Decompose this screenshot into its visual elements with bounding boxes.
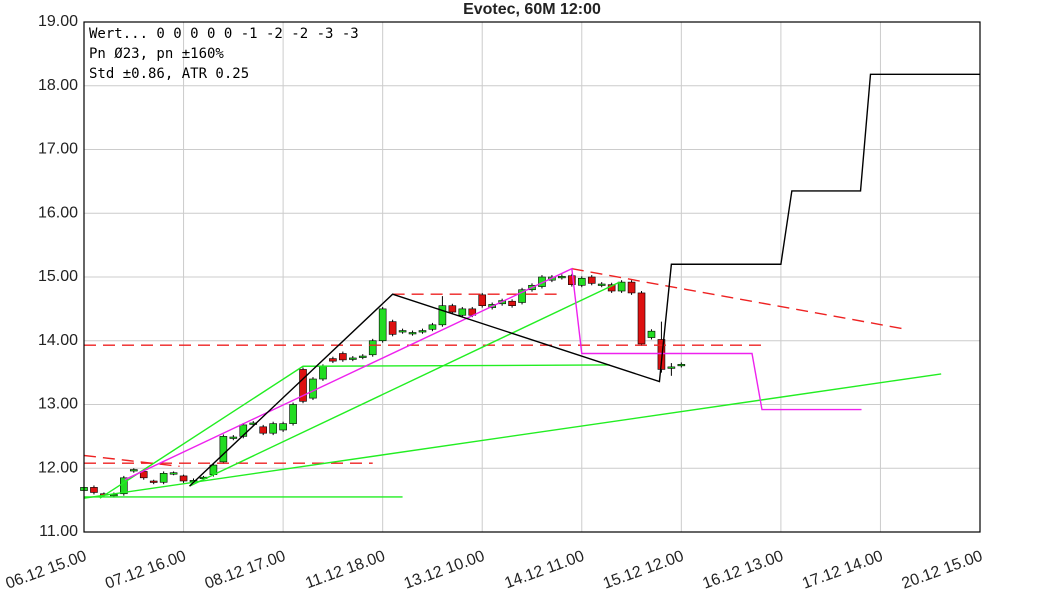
candle-body <box>329 358 337 362</box>
candle-body <box>229 436 238 439</box>
y-tick-label: 18.00 <box>38 77 78 94</box>
y-tick-label: 14.00 <box>38 332 78 349</box>
overlay-line <box>83 373 942 499</box>
candle-body <box>438 305 447 326</box>
candle-body <box>478 294 487 306</box>
x-tick-label: 07.12 16.00 <box>103 548 188 591</box>
overlay-line <box>83 454 180 468</box>
candle-body <box>309 378 317 399</box>
candle-body <box>418 330 427 333</box>
y-tick-label: 15.00 <box>38 268 78 285</box>
candle-body <box>169 472 178 475</box>
candle-body <box>358 355 367 358</box>
candle-body <box>348 357 357 360</box>
candle-body <box>597 283 606 286</box>
info-line: Wert... 0 0 0 0 0 -1 -2 -2 -3 -3 <box>89 26 359 42</box>
x-tick-label: 14.12 11.00 <box>502 548 586 591</box>
y-tick-label: 17.00 <box>38 141 78 158</box>
candle-body <box>149 480 158 483</box>
candle-body <box>388 321 397 335</box>
plot <box>80 73 980 499</box>
candle-body <box>120 477 128 495</box>
candle-body <box>508 300 516 306</box>
candle-body <box>259 426 268 434</box>
candle-body <box>667 366 676 369</box>
candle-body <box>627 281 636 294</box>
candle-body <box>90 487 98 493</box>
x-tick-label: 11.12 18.00 <box>303 548 387 591</box>
overlay-line <box>124 267 862 481</box>
y-tick-label: 11.00 <box>39 523 78 540</box>
grid <box>83 21 981 533</box>
y-tick-label: 12.00 <box>38 459 78 476</box>
candle-body <box>368 340 377 356</box>
candle-body <box>617 281 626 292</box>
candle-body <box>448 305 457 313</box>
info-box: Wert... 0 0 0 0 0 -1 -2 -2 -3 -3 Pn Ø23, … <box>89 26 359 82</box>
y-tick-label: 13.00 <box>38 396 78 413</box>
candle-body <box>159 473 168 483</box>
candle-body <box>408 332 417 335</box>
candle-body <box>269 423 277 434</box>
candle-body <box>319 365 327 380</box>
candle-body <box>587 276 596 284</box>
candle-body <box>657 339 666 370</box>
y-tick-label: 19.00 <box>38 13 78 30</box>
x-tick-label: 08.12 17.00 <box>203 548 288 591</box>
candle-body <box>239 424 248 437</box>
candle-body <box>518 289 526 303</box>
x-tick-label: 15.12 12.00 <box>601 548 686 591</box>
candle-body <box>568 275 576 285</box>
candle-body <box>219 436 228 463</box>
candle-body <box>339 353 347 361</box>
candle-body <box>378 308 387 342</box>
overlay-line <box>99 364 610 499</box>
candle-body <box>279 423 287 431</box>
chart-title: Evotec, 60M 12:00 <box>463 1 601 18</box>
candle-body <box>398 330 407 333</box>
candle-body <box>428 324 437 330</box>
overlay-line <box>189 73 980 487</box>
info-line: Pn Ø23, pn ±160% <box>89 46 224 62</box>
candle-body <box>458 308 467 316</box>
x-tick-label: 16.12 13.00 <box>700 548 785 591</box>
candle-body <box>179 475 188 482</box>
candle-body <box>647 330 656 338</box>
plot-frame <box>83 21 981 533</box>
candle-body <box>677 364 686 367</box>
candle-body <box>289 404 297 424</box>
candle-body <box>299 369 307 402</box>
info-line: Std ±0.86, ATR 0.25 <box>89 66 249 82</box>
x-tick-label: 13.12 10.00 <box>402 548 487 591</box>
candle-body <box>129 469 138 472</box>
candle-body <box>637 292 646 345</box>
candle-body <box>558 276 566 279</box>
x-tick-label: 20.12 15.00 <box>900 548 985 591</box>
candle-body <box>577 277 586 286</box>
x-tick-label: 17.12 14.00 <box>800 548 885 591</box>
candle-body <box>249 422 258 425</box>
overlay-line <box>189 281 620 487</box>
y-tick-label: 16.00 <box>38 204 78 221</box>
x-tick-label: 06.12 15.00 <box>4 548 89 591</box>
overlay-line <box>571 268 907 330</box>
